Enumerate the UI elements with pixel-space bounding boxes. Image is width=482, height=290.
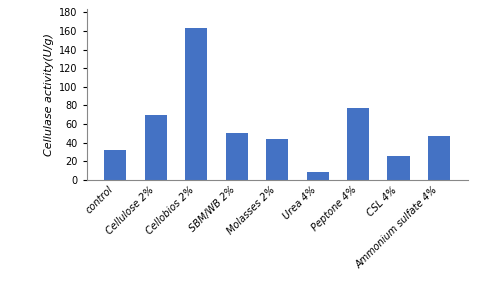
Bar <box>226 133 248 180</box>
Y-axis label: Cellulase activity(U/g): Cellulase activity(U/g) <box>44 33 54 156</box>
Bar <box>185 28 207 180</box>
Bar <box>388 156 410 180</box>
Bar <box>266 139 288 180</box>
Bar <box>428 136 450 180</box>
Bar <box>104 150 126 180</box>
Bar <box>347 108 369 180</box>
Bar <box>307 172 329 180</box>
Bar <box>145 115 167 180</box>
